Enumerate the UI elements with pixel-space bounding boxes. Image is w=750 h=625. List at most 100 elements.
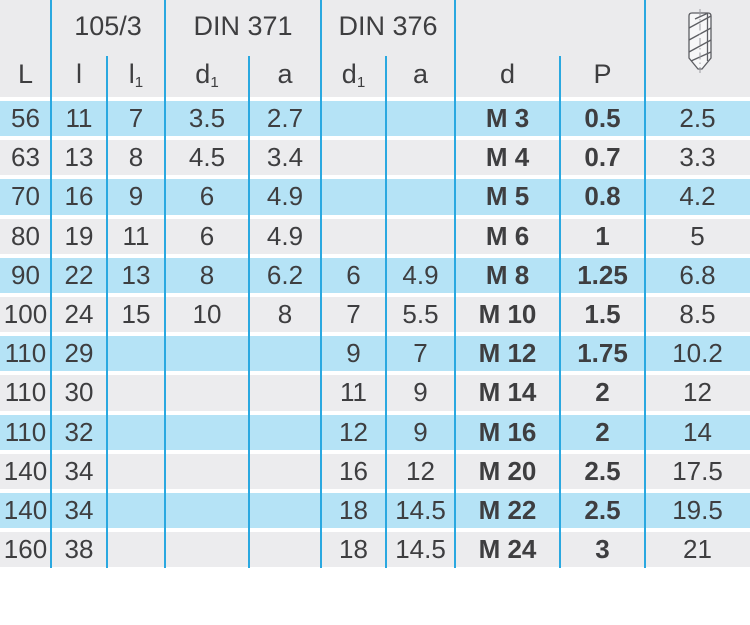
cell-l1 (107, 375, 165, 410)
cell-pitch: 2.5 (584, 494, 621, 525)
cell-pitch: 0.5 (584, 103, 621, 134)
drill-bit-icon (688, 9, 712, 73)
cell-L: 140 (3, 494, 48, 525)
cell-din376-a: 14.5 (395, 494, 446, 525)
cell-din376-a (386, 140, 455, 175)
cell-pitch: 3 (595, 534, 610, 565)
table-row: 110 29 9 7 M 12 1.75 10.2 (0, 336, 750, 372)
column-divider (106, 56, 108, 568)
table-row: 56 11 7 3.5 2.7 M 3 0.5 2.5 (0, 101, 750, 137)
cell-l1: 15 (121, 299, 151, 330)
cell-drill-diameter: 2.5 (679, 103, 716, 134)
cell-din371-d1 (165, 336, 249, 371)
col-header-P: P (593, 59, 612, 89)
cell-L: 110 (4, 416, 47, 447)
cell-L: 70 (11, 181, 40, 212)
cell-l: 29 (64, 338, 94, 369)
cell-L: 160 (3, 534, 48, 565)
cell-din371-d1 (165, 375, 249, 410)
cell-l: 24 (64, 299, 94, 330)
cell-thread-size: M 14 (478, 377, 537, 408)
cell-din371-d1: 4.5 (188, 142, 226, 173)
column-divider (454, 0, 456, 568)
cell-thread-size: M 5 (485, 181, 530, 212)
table-row: 140 34 18 14.5 M 22 2.5 19.5 (0, 492, 750, 529)
cell-l: 38 (64, 534, 94, 565)
cell-drill-diameter: 8.5 (679, 299, 716, 330)
cell-pitch: 2 (595, 377, 610, 408)
cell-din371-a (249, 375, 321, 410)
cell-din376-d1 (321, 179, 386, 214)
column-divider (644, 0, 646, 568)
col-header-l: l (76, 59, 82, 89)
column-divider (248, 56, 250, 568)
cell-l1: 13 (121, 259, 151, 290)
cell-thread-size: M 3 (485, 103, 530, 134)
cell-din376-a: 7 (413, 338, 428, 369)
col-header-din371-a: a (277, 59, 293, 89)
column-divider (559, 56, 561, 568)
table-row: 90 22 13 8 6.2 6 4.9 M 8 1.25 6.8 (0, 257, 750, 293)
cell-l: 32 (64, 416, 94, 447)
cell-din376-d1: 11 (340, 377, 367, 408)
cell-thread-size: M 24 (478, 534, 537, 565)
cell-l1 (107, 493, 165, 528)
cell-din376-d1: 18 (339, 534, 368, 565)
cell-din376-d1 (321, 140, 386, 175)
cell-drill-diameter: 12 (683, 377, 712, 408)
cell-l: 30 (64, 377, 94, 408)
cell-din371-a: 8 (277, 299, 293, 330)
cell-din371-d1: 8 (199, 259, 215, 290)
cell-pitch: 1.75 (577, 338, 628, 369)
cell-din371-a (249, 532, 321, 567)
cell-l: 34 (64, 494, 94, 525)
cell-pitch: 2 (595, 416, 610, 447)
cell-drill-diameter: 21 (683, 534, 712, 565)
cell-l: 19 (64, 220, 94, 251)
cell-din376-d1 (321, 219, 386, 254)
cell-pitch: 1 (595, 220, 610, 251)
header-group-row: 105/3 DIN 371 DIN 376 (0, 0, 750, 52)
cell-din371-a (249, 454, 321, 489)
cell-l: 13 (64, 142, 94, 173)
table-row: 110 30 11 9 M 14 2 12 (0, 375, 750, 411)
cell-l: 16 (64, 181, 94, 212)
cell-thread-size: M 12 (478, 338, 537, 369)
cell-din376-a (386, 219, 455, 254)
cell-din376-a: 4.9 (402, 259, 439, 290)
cell-din376-d1: 7 (346, 299, 361, 330)
cell-l1 (107, 532, 165, 567)
cell-din371-d1: 6 (199, 220, 215, 251)
table-row: 70 16 9 6 4.9 M 5 0.8 4.2 (0, 179, 750, 215)
cell-din371-d1: 3.5 (188, 103, 226, 134)
cell-din376-d1 (321, 101, 386, 136)
cell-thread-size: M 4 (485, 142, 530, 173)
cell-din376-d1: 12 (339, 416, 368, 447)
cell-l1: 11 (122, 220, 150, 251)
cell-drill-diameter: 3.3 (679, 142, 716, 173)
cell-thread-size: M 22 (478, 494, 537, 525)
cell-l1: 8 (128, 142, 144, 173)
cell-l: 22 (64, 259, 94, 290)
cell-l1 (107, 454, 165, 489)
cell-drill-diameter: 6.8 (679, 259, 716, 290)
cell-thread-size: M 16 (478, 416, 537, 447)
cell-din376-a: 5.5 (402, 299, 439, 330)
cell-pitch: 1.5 (584, 299, 621, 330)
col-header-d: d (499, 59, 516, 89)
cell-thread-size: M 8 (485, 259, 530, 290)
cell-din376-d1: 16 (339, 455, 368, 486)
column-divider (50, 0, 52, 568)
cell-din376-a: 14.5 (395, 534, 446, 565)
cell-din371-a: 6.2 (266, 259, 304, 290)
cell-l1 (107, 336, 165, 371)
cell-thread-size: M 20 (478, 455, 537, 486)
cell-din376-a: 9 (413, 377, 428, 408)
cell-din371-d1 (165, 532, 249, 567)
cell-din376-a (386, 179, 455, 214)
cell-L: 110 (4, 377, 47, 408)
table-row: 140 34 16 12 M 20 2.5 17.5 (0, 453, 750, 489)
